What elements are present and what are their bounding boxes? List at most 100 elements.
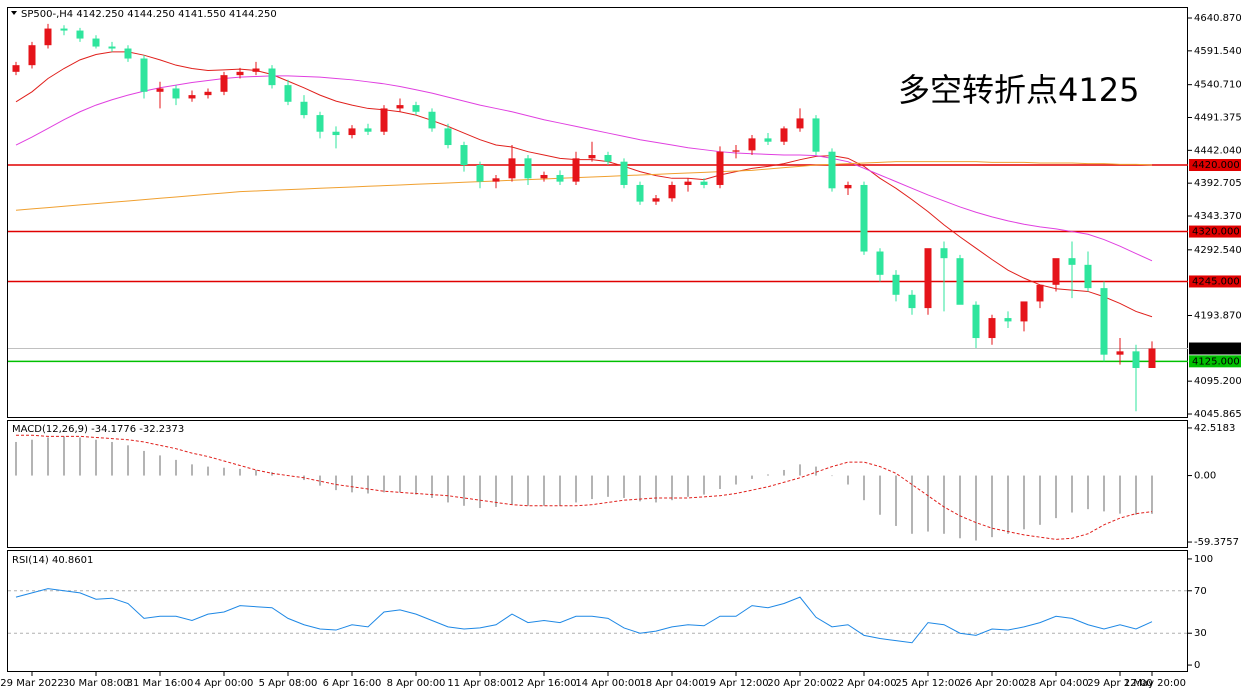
- candle-body: [1116, 351, 1124, 355]
- candle-body: [844, 184, 852, 189]
- macd-bar: [607, 475, 609, 497]
- rsi-panel: [7, 550, 1188, 672]
- macd-bar: [47, 437, 49, 476]
- candle-body: [604, 155, 612, 162]
- candle-body: [636, 184, 644, 202]
- candle-body: [188, 95, 196, 99]
- y-tick-label: 4640.870: [1194, 13, 1241, 24]
- candle-body: [428, 111, 436, 129]
- candle-body: [908, 294, 916, 309]
- candle-body: [668, 184, 676, 199]
- macd-bar: [1151, 475, 1153, 514]
- level-label-box: [1189, 225, 1241, 238]
- candle-body: [44, 28, 52, 46]
- macd-bar: [463, 475, 465, 506]
- candle-body: [460, 145, 468, 166]
- candle-body: [172, 88, 180, 99]
- macd-bar: [383, 475, 385, 493]
- macd-bar: [1007, 475, 1009, 534]
- x-tick-label: 2 May 20:00: [1124, 678, 1186, 689]
- macd-bar: [447, 475, 449, 503]
- y-tick-label: 4045.865: [1194, 409, 1241, 420]
- candle-body: [716, 151, 724, 185]
- x-tick-label: 22 Apr 04:00: [831, 678, 896, 689]
- macd-bar: [847, 475, 849, 485]
- candle-body: [220, 75, 228, 92]
- x-tick-label: 29 Apr 12:00: [1087, 678, 1152, 689]
- candle-body: [204, 91, 212, 96]
- candle-body: [316, 115, 324, 132]
- macd-bar: [495, 475, 497, 507]
- macd-bar: [207, 466, 209, 476]
- macd-bar: [623, 475, 625, 498]
- macd-bar: [175, 459, 177, 476]
- candle-body: [1004, 318, 1012, 322]
- x-tick-label: 30 Mar 08:00: [63, 678, 130, 689]
- y-tick-label: 4392.705: [1194, 178, 1241, 189]
- candle-body: [1084, 264, 1092, 289]
- x-tick-label: 6 Apr 16:00: [323, 678, 382, 689]
- last-price-box: [1189, 342, 1241, 355]
- rsi-title: RSI(14) 40.8601: [12, 555, 93, 566]
- candle-body: [588, 155, 596, 159]
- macd-bar: [575, 475, 577, 503]
- candle-body: [124, 48, 132, 59]
- candle-body: [572, 158, 580, 182]
- macd-bar: [1103, 475, 1105, 512]
- candle-body: [140, 58, 148, 92]
- candle-body: [332, 131, 340, 136]
- candle-body: [284, 85, 292, 102]
- macd-bar: [367, 475, 369, 494]
- x-tick-label: 20 Apr 20:00: [767, 678, 832, 689]
- candle-body: [684, 181, 692, 185]
- candle-body: [892, 274, 900, 295]
- macd-bar: [271, 472, 273, 476]
- candle-body: [108, 46, 116, 49]
- candle-body: [700, 181, 708, 185]
- macd-bar: [863, 475, 865, 501]
- candle-body: [780, 128, 788, 142]
- macd-bar: [911, 475, 913, 534]
- y-tick-label: 4491.375: [1194, 112, 1241, 123]
- macd-bar: [143, 450, 145, 476]
- x-tick-label: 11 Apr 08:00: [447, 678, 512, 689]
- macd-bar: [655, 475, 657, 503]
- macd-bar: [479, 475, 481, 509]
- macd-bar: [79, 437, 81, 476]
- level-label-box: [1189, 159, 1241, 172]
- x-tick-label: 14 Apr 00:00: [575, 678, 640, 689]
- candle-body: [156, 88, 164, 92]
- candle-body: [556, 174, 564, 182]
- candle-body: [268, 68, 276, 86]
- macd-bar: [31, 439, 33, 476]
- x-tick-label: 12 Apr 16:00: [511, 678, 576, 689]
- x-tick-label: 4 Apr 00:00: [195, 678, 254, 689]
- macd-bar: [943, 475, 945, 534]
- x-tick-label: 25 Apr 12:00: [895, 678, 960, 689]
- candle-body: [1052, 258, 1060, 285]
- macd-bar: [1135, 475, 1137, 515]
- candle-body: [252, 68, 260, 72]
- candle-body: [1132, 351, 1140, 368]
- macd-title: MACD(12,26,9) -34.1776 -32.2373: [12, 424, 184, 435]
- macd-bar: [223, 467, 225, 476]
- candle-body: [236, 71, 244, 76]
- candle-body: [860, 184, 868, 252]
- y-tick-label: 0: [1194, 660, 1200, 671]
- candle-body: [652, 198, 660, 202]
- macd-bar: [591, 475, 593, 500]
- macd-bar: [95, 439, 97, 476]
- macd-bar: [127, 445, 129, 476]
- macd-bar: [191, 464, 193, 476]
- candle-body: [748, 138, 756, 151]
- candle-body: [732, 150, 740, 152]
- macd-bar: [815, 466, 817, 476]
- macd-bar: [399, 475, 401, 493]
- main-panel: [7, 7, 1188, 418]
- candle-body: [796, 118, 804, 129]
- macd-bar: [431, 475, 433, 498]
- x-tick-label: 28 Apr 04:00: [1023, 678, 1088, 689]
- macd-bar: [335, 475, 337, 491]
